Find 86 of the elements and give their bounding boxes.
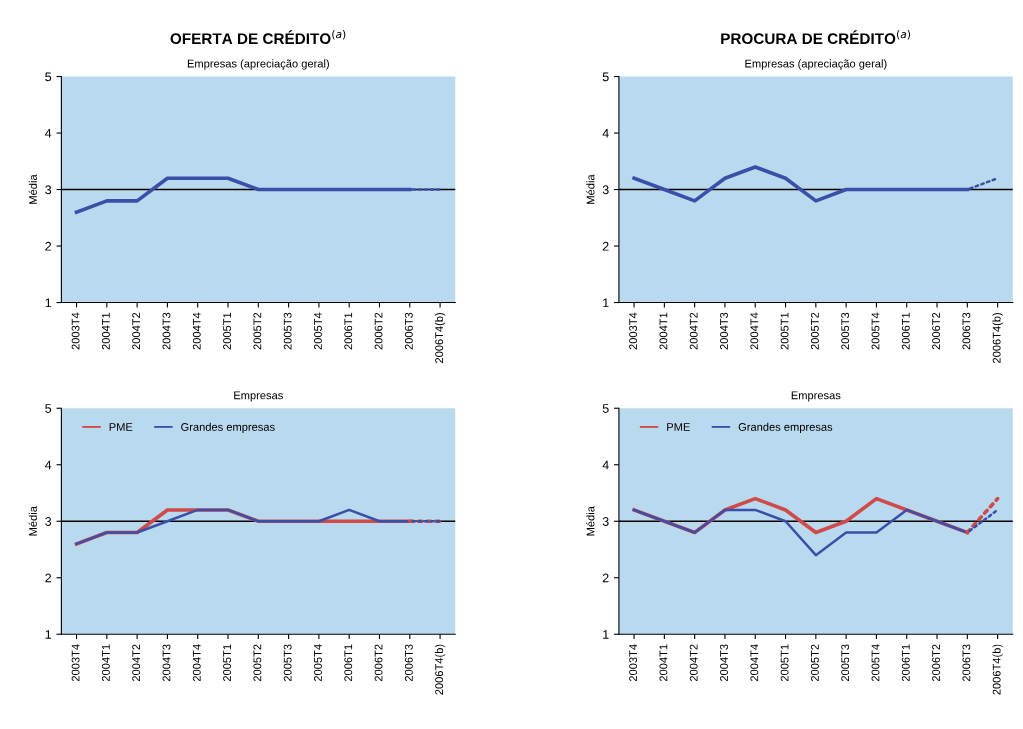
chart-subtitle: Empresas (apreciação geral) (187, 59, 329, 70)
x-tick-label: 2004T1 (101, 312, 110, 350)
y-tick-label: 4 (602, 460, 609, 470)
x-tick-label: 2006T1 (344, 644, 353, 682)
x-tick-label: 2005T3 (841, 312, 850, 350)
x-tick-label: 2006T2 (932, 312, 941, 350)
chart-subtitle: Empresas (234, 391, 283, 402)
x-tick-label: 2005T4 (314, 644, 322, 682)
x-tick-label: 2004T2 (132, 312, 141, 350)
legend-label: PME (667, 423, 690, 431)
x-tick-label: 2006T2 (932, 644, 941, 682)
x-tick-label: 2004T4 (750, 312, 759, 350)
chart-subtitle: Empresas (791, 391, 841, 402)
x-tick-label: 2005T3 (283, 644, 292, 682)
x-tick-label: 2006T4(b) (434, 312, 446, 363)
x-tick-label: 2004T3 (162, 644, 171, 682)
x-tick-label: 2005T3 (283, 312, 292, 350)
x-tick-label: 2005T4 (314, 312, 322, 350)
x-tick-label: 2004T1 (101, 644, 110, 682)
x-tick-label: 2006T3 (962, 644, 971, 682)
x-tick-label: 2004T4 (750, 644, 759, 682)
x-tick-label: 2005T1 (223, 644, 231, 682)
x-tick-label: 2006T4(b) (992, 644, 1003, 695)
x-tick-label: 2006T3 (404, 312, 413, 350)
x-tick-label: 2004T3 (162, 312, 171, 350)
x-tick-label: 2005T2 (810, 644, 819, 682)
y-tick-label: 1 (45, 298, 52, 308)
x-tick-label: 2006T4(b) (992, 312, 1003, 363)
x-tick-label: 2005T3 (841, 644, 850, 682)
x-tick-label: 2006T2 (374, 644, 383, 682)
x-tick-label: 2003T4 (629, 644, 638, 682)
x-tick-label: 2005T2 (810, 312, 819, 350)
x-tick-label: 2004T4 (192, 312, 201, 350)
x-tick-label: 2004T2 (132, 644, 141, 682)
y-tick-label: 5 (602, 404, 609, 413)
x-tick-label: 2004T2 (689, 644, 698, 682)
x-tick-label: 2004T1 (659, 644, 668, 682)
y-tick-label: 2 (602, 241, 609, 251)
x-tick-label: 2006T3 (962, 312, 971, 350)
y-tick-label: 5 (602, 72, 609, 82)
y-tick-label: 2 (45, 573, 52, 583)
y-tick-label: 3 (602, 185, 609, 195)
y-tick-label: 4 (44, 128, 52, 138)
y-tick-label: 5 (45, 404, 52, 413)
y-tick-label: 1 (603, 298, 609, 308)
x-tick-label: 2004T3 (720, 312, 728, 350)
y-tick-label: 3 (602, 517, 609, 526)
chart-title: OFERTA DE CRÉDITO$^{(a)}$ (170, 29, 346, 45)
y-tick-label: 4 (602, 128, 609, 138)
legend-label: PME (109, 423, 133, 431)
y-tick-label: 1 (603, 630, 609, 639)
y-axis-title: Média (586, 174, 595, 204)
y-axis-title: Média (28, 174, 37, 204)
x-tick-label: 2004T3 (720, 644, 728, 682)
x-tick-label: 2004T2 (689, 312, 698, 350)
x-tick-label: 2005T1 (780, 644, 789, 682)
x-tick-label: 2006T1 (344, 312, 353, 350)
x-tick-label: 2006T1 (901, 644, 910, 682)
y-tick-label: 2 (45, 241, 52, 251)
y-tick-label: 3 (45, 517, 52, 526)
x-tick-label: 2006T4(b) (434, 644, 446, 695)
y-tick-label: 2 (602, 573, 609, 583)
y-axis-title: Média (28, 506, 37, 536)
x-tick-label: 2005T2 (253, 312, 262, 350)
x-tick-label: 2006T2 (374, 312, 383, 350)
chart-title: PROCURA DE CRÉDITO$^{(a)}$ (721, 29, 911, 45)
y-tick-label: 3 (45, 185, 52, 195)
y-tick-label: 5 (45, 72, 52, 82)
x-tick-label: 2006T1 (901, 312, 910, 350)
x-tick-label: 2004T1 (659, 312, 668, 350)
x-tick-label: 2005T1 (223, 312, 231, 350)
legend-label: Grandes empresas (738, 422, 833, 434)
x-tick-label: 2005T1 (780, 312, 789, 350)
x-tick-label: 2004T4 (192, 644, 201, 682)
y-tick-label: 4 (44, 460, 52, 470)
chart-subtitle: Empresas (apreciação geral) (745, 59, 887, 70)
x-tick-label: 2003T4 (71, 312, 80, 350)
x-tick-label: 2005T4 (871, 312, 880, 350)
x-tick-label: 2005T2 (253, 644, 262, 682)
x-tick-label: 2003T4 (629, 312, 638, 350)
x-tick-label: 2003T4 (71, 644, 80, 682)
x-tick-label: 2005T4 (871, 644, 880, 682)
x-tick-label: 2006T3 (404, 644, 413, 682)
y-axis-title: Média (586, 506, 595, 536)
y-tick-label: 1 (45, 630, 52, 639)
legend-label: Grandes empresas (181, 422, 275, 434)
